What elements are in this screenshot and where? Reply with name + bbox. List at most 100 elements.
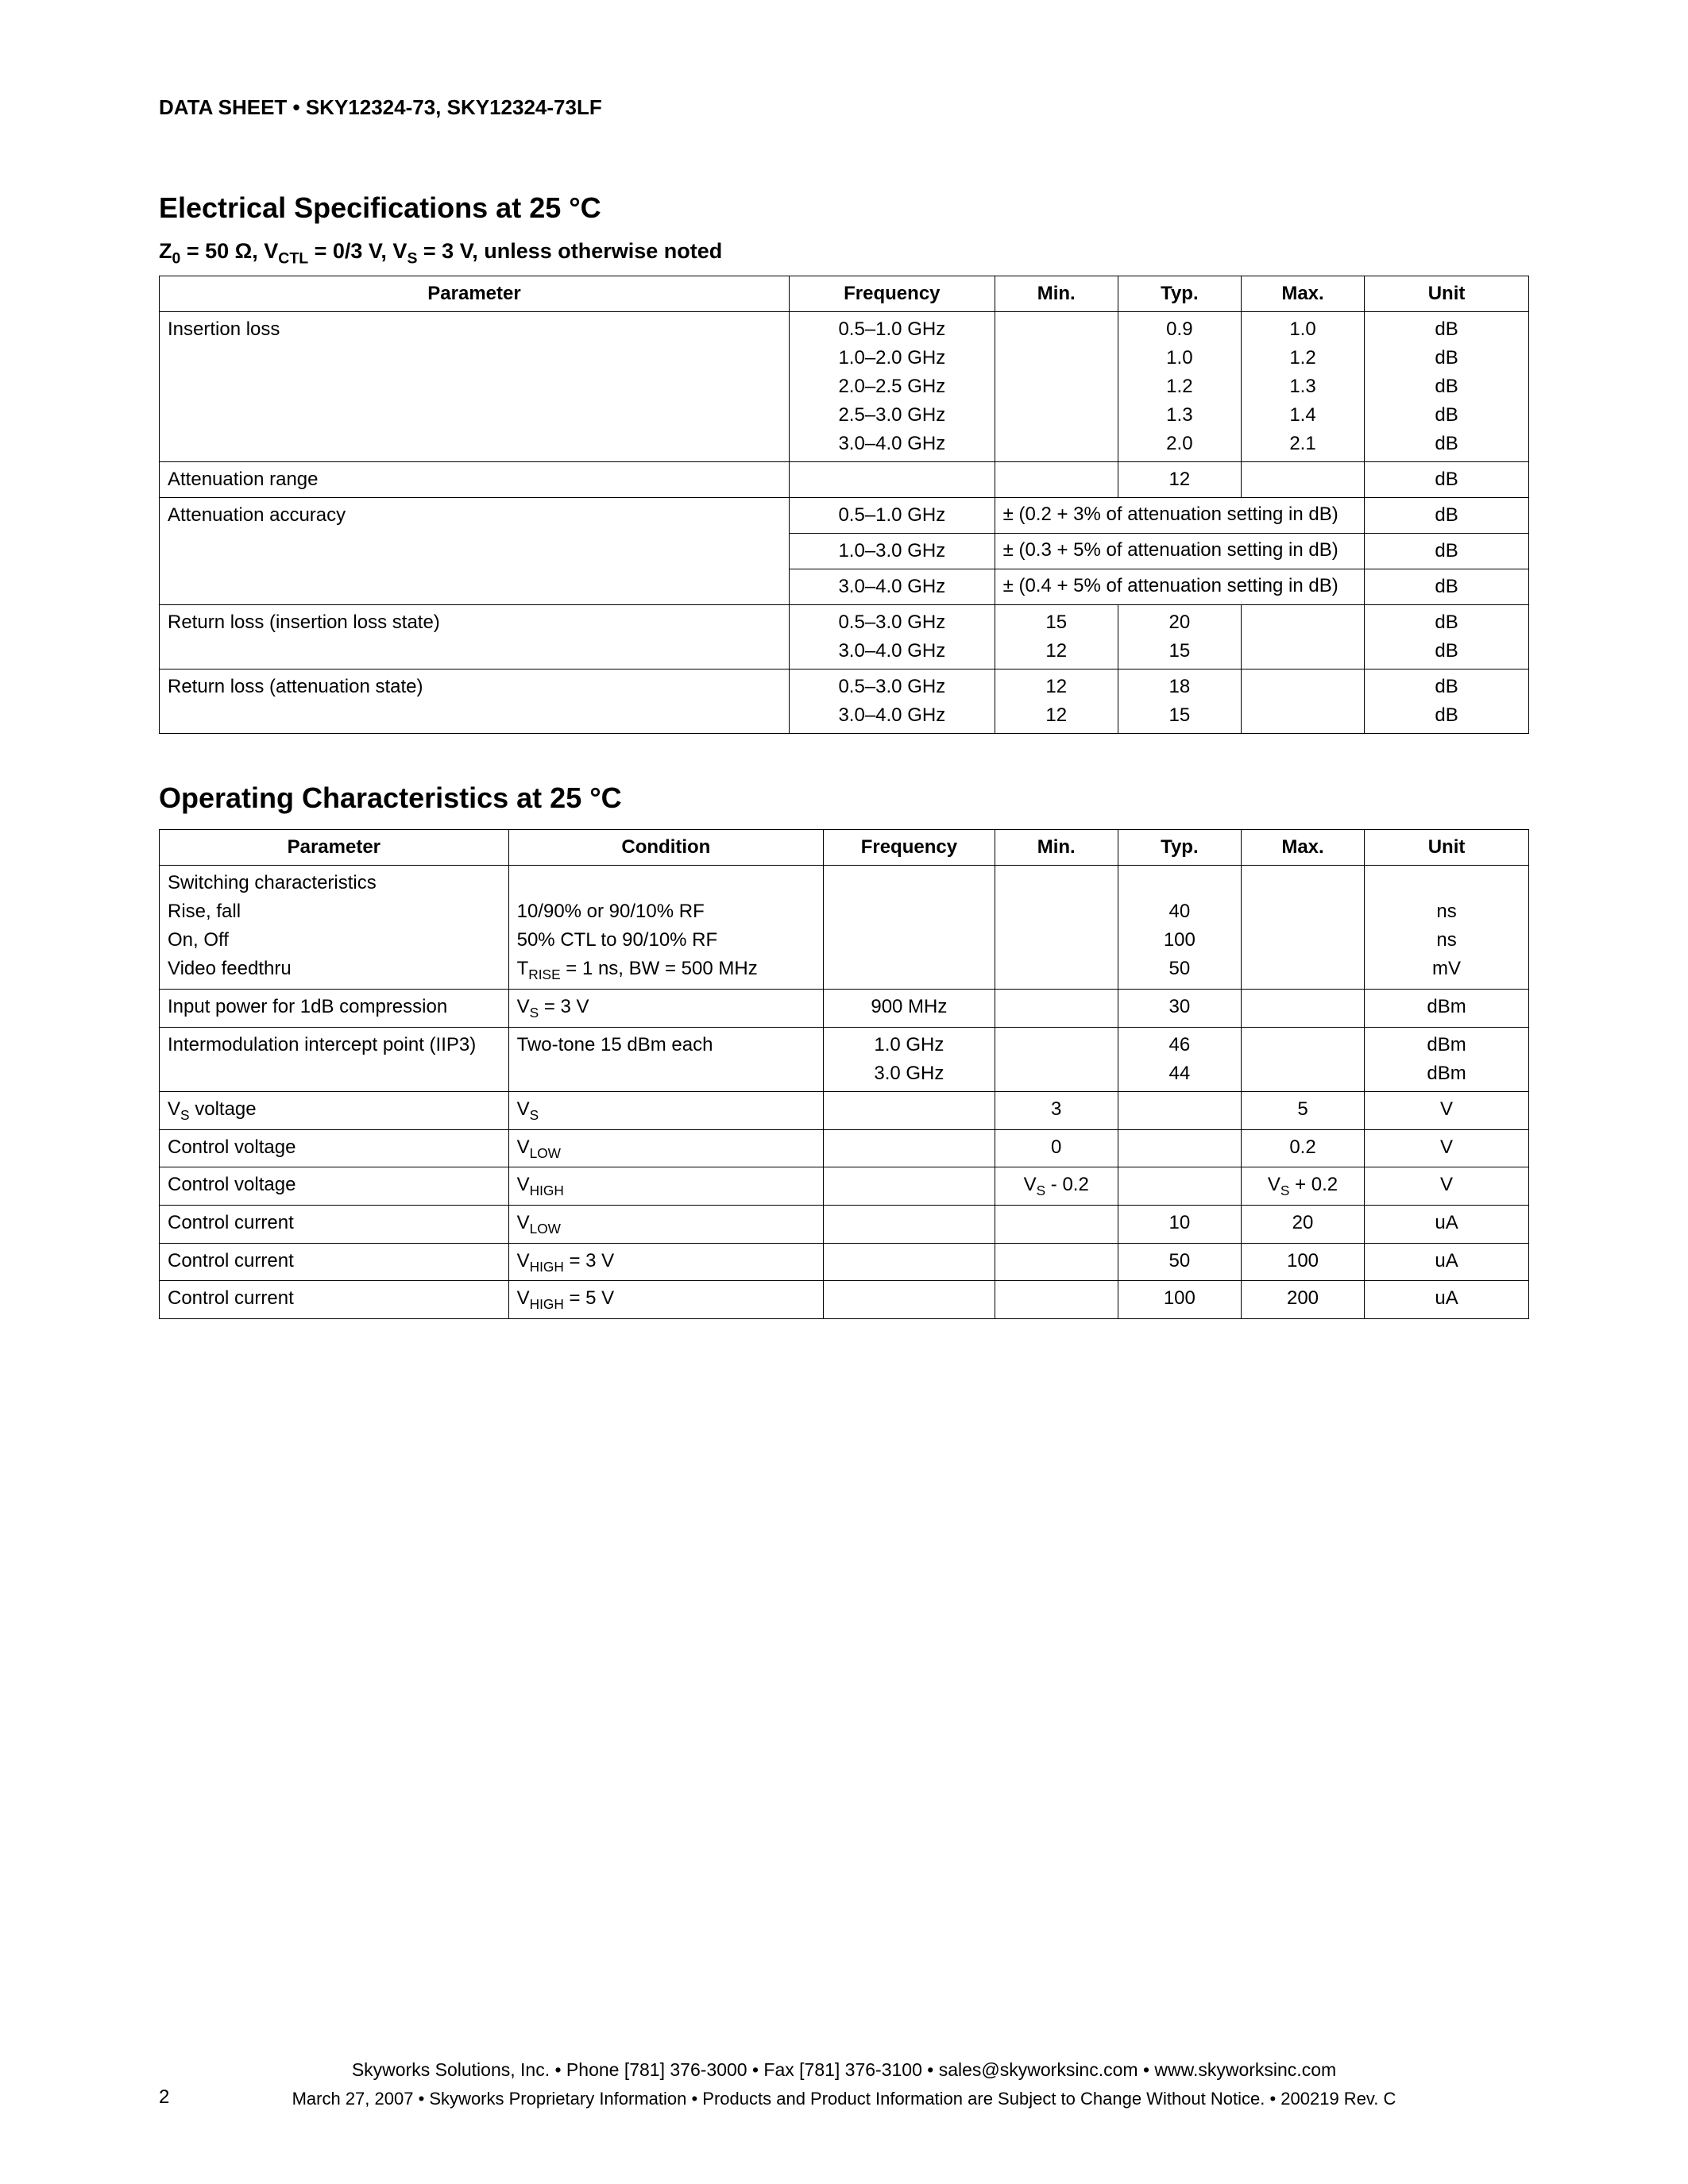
max-cell	[1241, 462, 1364, 498]
typ-cell	[1118, 1091, 1241, 1129]
section1-title: Electrical Specifications at 25 °C	[159, 191, 1529, 225]
typ-cell: 50	[1118, 1243, 1241, 1281]
max-cell	[1241, 866, 1364, 990]
electrical-spec-table: ParameterFrequencyMin.Typ.Max.Unit Inser…	[159, 276, 1529, 734]
footer: Skyworks Solutions, Inc. • Phone [781] 3…	[159, 2055, 1529, 2113]
unit-cell: dB	[1365, 534, 1529, 569]
table-header: Min.	[995, 276, 1118, 312]
cond-cell: Two-tone 15 dBm each	[508, 1027, 824, 1091]
freq-cell: 0.5–1.0 GHz	[790, 498, 995, 534]
table-header: Parameter	[160, 830, 509, 866]
unit-cell: dBmdBm	[1365, 1027, 1529, 1091]
typ-cell: 100	[1118, 1281, 1241, 1319]
min-cell: VS - 0.2	[995, 1167, 1118, 1206]
table-header: Unit	[1365, 830, 1529, 866]
unit-cell: nsnsmV	[1365, 866, 1529, 990]
freq-cell: 0.5–3.0 GHz3.0–4.0 GHz	[790, 605, 995, 669]
min-cell: 1512	[995, 605, 1118, 669]
unit-cell: uA	[1365, 1205, 1529, 1243]
max-cell: 1.01.21.31.42.1	[1241, 312, 1364, 462]
freq-cell	[824, 1129, 995, 1167]
table-header: Frequency	[790, 276, 995, 312]
max-cell: 5	[1241, 1091, 1364, 1129]
max-cell	[1241, 669, 1364, 734]
note-cell: ± (0.2 + 3% of attenuation setting in dB…	[995, 498, 1364, 534]
typ-cell: 10	[1118, 1205, 1241, 1243]
unit-cell: V	[1365, 1129, 1529, 1167]
unit-cell: dB	[1365, 498, 1529, 534]
table-header: Condition	[508, 830, 824, 866]
param-cell: Intermodulation intercept point (IIP3)	[160, 1027, 509, 1091]
freq-cell: 3.0–4.0 GHz	[790, 569, 995, 605]
note-cell: ± (0.4 + 5% of attenuation setting in dB…	[995, 569, 1364, 605]
param-cell: Insertion loss	[160, 312, 790, 462]
freq-cell: 900 MHz	[824, 990, 995, 1028]
unit-cell: V	[1365, 1167, 1529, 1206]
freq-cell	[824, 1243, 995, 1281]
unit-cell: dB	[1365, 462, 1529, 498]
unit-cell: dBm	[1365, 990, 1529, 1028]
cond-cell: VS = 3 V	[508, 990, 824, 1028]
param-cell: Input power for 1dB compression	[160, 990, 509, 1028]
max-cell: 0.2	[1241, 1129, 1364, 1167]
typ-cell: 0.91.01.21.32.0	[1118, 312, 1241, 462]
param-cell: Control voltage	[160, 1129, 509, 1167]
page-header: DATA SHEET • SKY12324-73, SKY12324-73LF	[159, 95, 1529, 120]
param-cell: Attenuation range	[160, 462, 790, 498]
min-cell: 3	[995, 1091, 1118, 1129]
max-cell: 20	[1241, 1205, 1364, 1243]
unit-cell: dBdBdBdBdB	[1365, 312, 1529, 462]
note-cell: ± (0.3 + 5% of attenuation setting in dB…	[995, 534, 1364, 569]
unit-cell: uA	[1365, 1281, 1529, 1319]
section2-title: Operating Characteristics at 25 °C	[159, 781, 1529, 815]
min-cell	[995, 1205, 1118, 1243]
typ-cell: 2015	[1118, 605, 1241, 669]
max-cell	[1241, 990, 1364, 1028]
cond-cell: VLOW	[508, 1205, 824, 1243]
cond-cell: VLOW	[508, 1129, 824, 1167]
min-cell	[995, 462, 1118, 498]
min-cell	[995, 1281, 1118, 1319]
table-header: Typ.	[1118, 830, 1241, 866]
min-cell: 1212	[995, 669, 1118, 734]
typ-cell	[1118, 1167, 1241, 1206]
unit-cell: dBdB	[1365, 605, 1529, 669]
freq-cell	[824, 1205, 995, 1243]
param-cell: Control current	[160, 1205, 509, 1243]
cond-cell: VHIGH = 5 V	[508, 1281, 824, 1319]
max-cell: 200	[1241, 1281, 1364, 1319]
typ-cell: 4644	[1118, 1027, 1241, 1091]
max-cell: 100	[1241, 1243, 1364, 1281]
min-cell: 0	[995, 1129, 1118, 1167]
cond-cell: VHIGH	[508, 1167, 824, 1206]
cond-cell: 10/90% or 90/10% RF50% CTL to 90/10% RFT…	[508, 866, 824, 990]
freq-cell: 0.5–1.0 GHz1.0–2.0 GHz2.0–2.5 GHz2.5–3.0…	[790, 312, 995, 462]
max-cell	[1241, 1027, 1364, 1091]
table-header: Max.	[1241, 276, 1364, 312]
freq-cell: 1.0 GHz3.0 GHz	[824, 1027, 995, 1091]
table-header: Typ.	[1118, 276, 1241, 312]
param-cell: Control voltage	[160, 1167, 509, 1206]
typ-cell: 4010050	[1118, 866, 1241, 990]
param-cell: Control current	[160, 1243, 509, 1281]
param-cell: Return loss (attenuation state)	[160, 669, 790, 734]
typ-cell: 30	[1118, 990, 1241, 1028]
typ-cell: 12	[1118, 462, 1241, 498]
footer-line2: March 27, 2007 • Skyworks Proprietary In…	[159, 2085, 1529, 2113]
typ-cell: 1815	[1118, 669, 1241, 734]
freq-cell	[824, 1281, 995, 1319]
freq-cell	[824, 1167, 995, 1206]
min-cell	[995, 1243, 1118, 1281]
unit-cell: dB	[1365, 569, 1529, 605]
freq-cell	[824, 866, 995, 990]
freq-cell	[790, 462, 995, 498]
param-cell: VS voltage	[160, 1091, 509, 1129]
min-cell	[995, 1027, 1118, 1091]
freq-cell	[824, 1091, 995, 1129]
unit-cell: dBdB	[1365, 669, 1529, 734]
table-header: Parameter	[160, 276, 790, 312]
freq-cell: 0.5–3.0 GHz3.0–4.0 GHz	[790, 669, 995, 734]
param-cell: Control current	[160, 1281, 509, 1319]
table-header: Max.	[1241, 830, 1364, 866]
table-header: Frequency	[824, 830, 995, 866]
